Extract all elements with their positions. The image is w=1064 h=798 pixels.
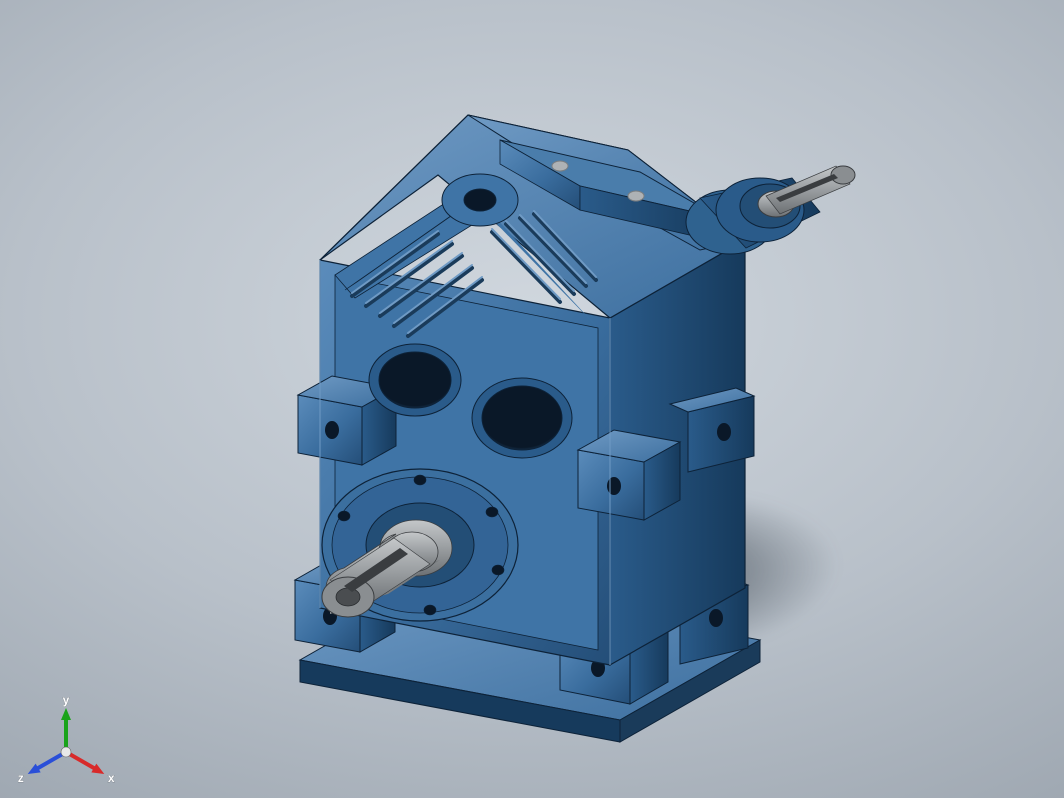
axis-label-z: z bbox=[18, 771, 24, 785]
bore-upper-left bbox=[369, 344, 461, 416]
lifting-eye bbox=[442, 174, 518, 226]
orientation-triad[interactable]: zxy bbox=[18, 684, 114, 780]
cad-viewport[interactable]: z x y bbox=[0, 0, 1064, 798]
axis-label-x: x bbox=[108, 771, 115, 785]
bore-upper-right bbox=[472, 378, 572, 458]
triad-origin bbox=[61, 747, 71, 757]
gearbox-model[interactable] bbox=[0, 0, 1064, 798]
axis-label-y: y bbox=[63, 693, 70, 707]
mount-boss-mid-right bbox=[578, 430, 680, 520]
